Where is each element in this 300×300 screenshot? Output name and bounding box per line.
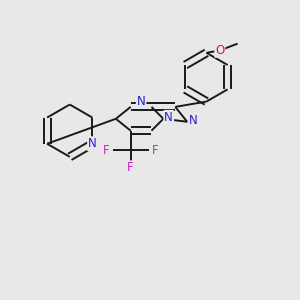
Text: N: N bbox=[88, 137, 97, 150]
Text: N: N bbox=[137, 95, 146, 108]
Text: F: F bbox=[103, 143, 110, 157]
Text: N: N bbox=[164, 111, 173, 124]
Text: F: F bbox=[128, 161, 134, 174]
Text: F: F bbox=[152, 143, 158, 157]
Text: N: N bbox=[189, 114, 198, 127]
Text: O: O bbox=[215, 44, 224, 57]
